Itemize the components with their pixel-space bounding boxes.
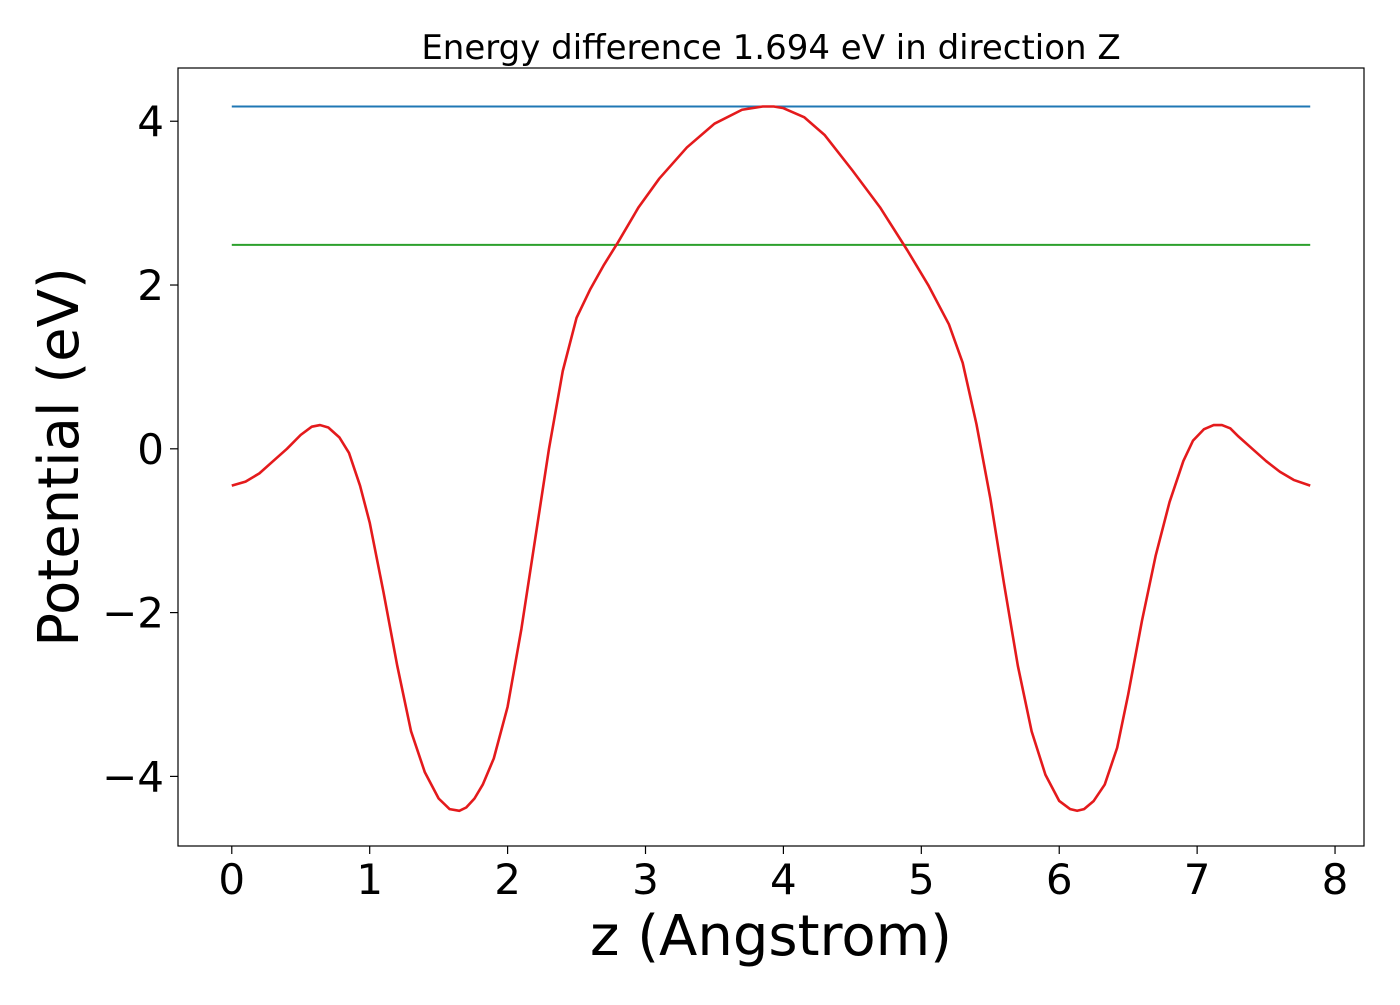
x-tick-label: 4 bbox=[770, 855, 797, 904]
x-tick-label: 0 bbox=[218, 855, 245, 904]
y-tick-label: −2 bbox=[102, 589, 164, 638]
x-tick-label: 2 bbox=[494, 855, 521, 904]
chart-title: Energy difference 1.694 eV in direction … bbox=[421, 28, 1120, 68]
y-tick-label: 0 bbox=[137, 425, 164, 474]
x-tick-label: 3 bbox=[632, 855, 659, 904]
x-tick-label: 1 bbox=[356, 855, 383, 904]
series-line-2 bbox=[231, 105, 1311, 813]
y-tick-label: 2 bbox=[137, 261, 164, 310]
x-tick-label: 7 bbox=[1184, 855, 1211, 904]
x-tick-label: 6 bbox=[1046, 855, 1073, 904]
plot-frame bbox=[177, 67, 1365, 847]
y-tick-label: −4 bbox=[102, 752, 164, 801]
x-axis-label: z (Angstrom) bbox=[590, 904, 952, 969]
y-tick-label: 4 bbox=[137, 97, 164, 146]
x-tick-label: 8 bbox=[1322, 855, 1349, 904]
x-tick-label: 5 bbox=[908, 855, 935, 904]
y-axis-label: Potential (eV) bbox=[27, 267, 92, 647]
